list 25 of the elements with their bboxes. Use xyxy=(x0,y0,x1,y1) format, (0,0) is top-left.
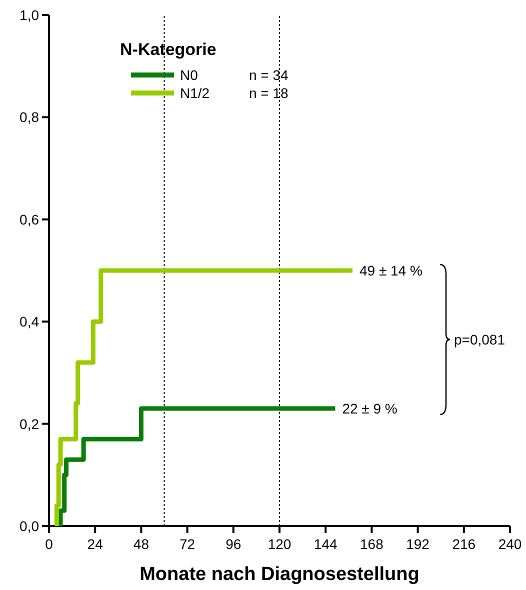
x-tick-label: 192 xyxy=(406,536,430,552)
annotation: 49 ± 14 % xyxy=(359,262,422,278)
y-tick-label: 0,8 xyxy=(20,109,40,126)
x-tick-label: 216 xyxy=(452,536,476,552)
y-tick-label: 0,4 xyxy=(20,314,40,330)
x-tick-label: 0 xyxy=(45,536,54,552)
legend-title: N-Kategorie xyxy=(120,40,216,59)
annotation: 22 ± 9 % xyxy=(342,400,398,416)
y-tick-label: 1,0 xyxy=(20,7,40,23)
x-tick-label: 96 xyxy=(226,536,242,552)
legend-label: N1/2 xyxy=(180,85,210,101)
x-tick-label: 72 xyxy=(180,536,196,552)
x-axis-title: Monate nach Diagnosestellung xyxy=(140,564,420,585)
y-tick-label: 0,2 xyxy=(20,416,40,432)
x-tick-label: 144 xyxy=(314,536,338,552)
x-tick-label: 24 xyxy=(87,536,104,552)
x-tick-label: 120 xyxy=(268,536,292,552)
x-tick-label: 240 xyxy=(498,536,522,552)
x-tick-label: 168 xyxy=(360,536,384,552)
annotation: n = 18 xyxy=(249,85,289,101)
x-tick-label: 48 xyxy=(133,536,150,552)
annotation: p=0,081 xyxy=(454,331,506,348)
y-tick-label: 0,0 xyxy=(20,518,40,534)
legend-label: N0 xyxy=(180,67,198,83)
y-tick-label: 0,6 xyxy=(20,211,40,228)
